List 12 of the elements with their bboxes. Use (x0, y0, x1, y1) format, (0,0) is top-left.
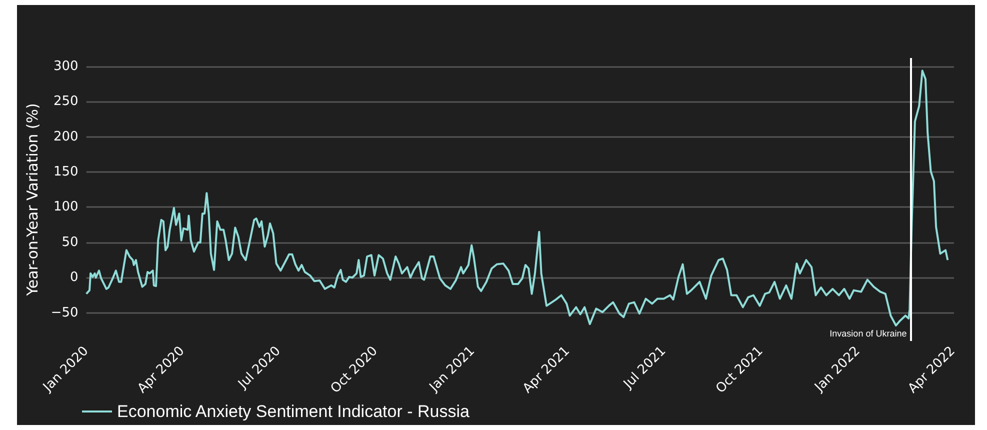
ref-line-label: Invasion of Ukraine (830, 328, 907, 338)
y-tick-label: 0 (70, 270, 78, 286)
y-axis-title: Year-on-Year Variation (%) (24, 103, 42, 297)
y-tick-label: 150 (54, 164, 78, 180)
y-tick-label: 200 (54, 129, 78, 144)
y-tick-label: 300 (54, 58, 78, 74)
y-tick-label: 50 (62, 234, 78, 250)
y-tick-label: 250 (54, 94, 78, 110)
legend-label: Economic Anxiety Sentiment Indicator - Russia (117, 402, 470, 421)
line-series (85, 70, 949, 327)
y-tick-label: −50 (50, 305, 78, 320)
y-tick-label: 100 (54, 200, 78, 215)
